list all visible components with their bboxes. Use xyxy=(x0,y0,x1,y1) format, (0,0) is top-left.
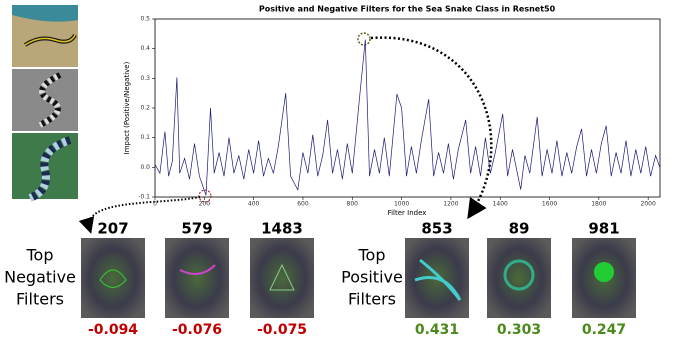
filter-index: 89 xyxy=(509,220,530,238)
photos xyxy=(12,5,78,202)
filter-images xyxy=(81,238,636,318)
panel-label: Negative xyxy=(4,268,76,287)
panel-label: Positive xyxy=(341,268,403,287)
chart-title: Positive and Negative Filters for the Se… xyxy=(259,5,556,14)
panel-label: Filters xyxy=(348,290,396,309)
x-tick-label: 1400 xyxy=(493,201,508,208)
panel-label: Top xyxy=(26,246,54,265)
x-tick-label: 1200 xyxy=(443,201,458,208)
filter-index: 579 xyxy=(181,220,212,238)
line xyxy=(154,39,661,196)
y-axis-label: Impact (Positive/Negative) xyxy=(123,61,131,154)
filter-index: 207 xyxy=(97,220,128,238)
panel-label: Top xyxy=(358,246,386,265)
x-tick-label: 800 xyxy=(347,201,359,208)
y-tick-label: 0.2 xyxy=(140,105,150,112)
y-tick-label: -0.1 xyxy=(138,194,150,201)
y-tick-label: 0.4 xyxy=(140,45,150,52)
filter-image xyxy=(165,238,229,318)
filter-image xyxy=(81,238,145,318)
x-tick-label: 1600 xyxy=(542,201,557,208)
y-tick-label: 0.3 xyxy=(140,75,150,82)
filter-index: 853 xyxy=(421,220,452,238)
x-tick-label: 200 xyxy=(199,201,211,208)
x-tick-label: 1800 xyxy=(591,201,606,208)
filter-impact: 0.431 xyxy=(415,322,459,338)
x-tick-label: 0 xyxy=(153,201,157,208)
filter-index: 1483 xyxy=(261,220,303,238)
x-tick-label: 2000 xyxy=(641,201,656,208)
x-tick-label: 600 xyxy=(297,201,309,208)
filter-image xyxy=(487,238,551,318)
x-tick-label: 1000 xyxy=(394,201,409,208)
filter-impact: -0.094 xyxy=(88,322,138,338)
y-tick-label: 0.0 xyxy=(140,164,150,171)
y-tick-label: 0.1 xyxy=(140,134,150,141)
filter-impact: -0.075 xyxy=(257,322,307,338)
x-axis-label: Filter Index xyxy=(388,209,427,217)
filter-impact: 0.247 xyxy=(582,322,626,338)
x-tick-label: 400 xyxy=(248,201,260,208)
filter-index: 981 xyxy=(588,220,619,238)
filter-impact: -0.076 xyxy=(172,322,222,338)
filter-image xyxy=(250,238,314,318)
filter-impact: 0.303 xyxy=(497,322,541,338)
y-tick-label: 0.5 xyxy=(140,16,150,23)
panel-label: Filters xyxy=(16,290,64,309)
